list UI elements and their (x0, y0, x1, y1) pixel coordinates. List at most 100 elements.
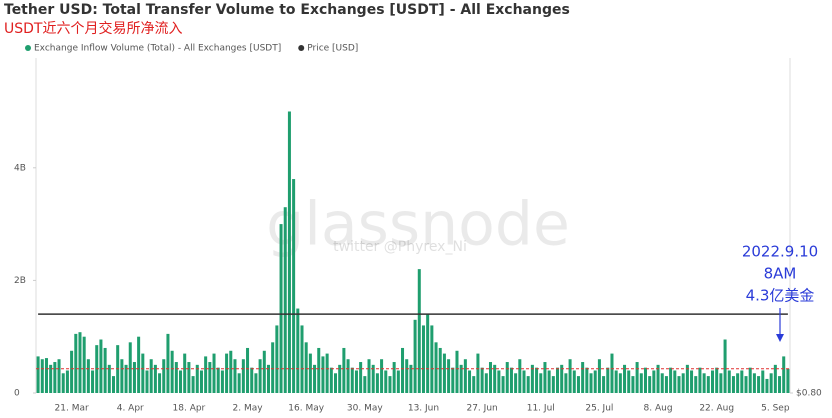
bar (338, 364, 342, 393)
bar (220, 370, 224, 393)
bar (107, 364, 111, 393)
bar (174, 362, 178, 393)
y-tick-label: 0 (14, 389, 20, 399)
bar (778, 376, 782, 393)
bar (70, 350, 74, 393)
x-tick-label: 30. May (347, 404, 383, 414)
bar (413, 319, 417, 393)
bar (78, 332, 82, 393)
bar (99, 339, 103, 393)
bar (476, 353, 480, 393)
bar (187, 362, 191, 393)
bar (719, 373, 723, 393)
bar (384, 370, 388, 393)
bar (426, 314, 430, 393)
bar (283, 207, 287, 393)
bar (216, 367, 220, 393)
bar (128, 342, 132, 393)
bar (371, 364, 375, 393)
bar (501, 376, 505, 393)
bar (333, 373, 338, 393)
bar (304, 342, 308, 393)
bar (564, 373, 568, 393)
bar (250, 367, 254, 393)
y-tick-label: 2B (14, 276, 26, 286)
bar (199, 370, 203, 393)
bar (195, 364, 199, 393)
bar (82, 336, 86, 393)
bar (673, 370, 677, 393)
x-tick-label: 18. Apr (173, 404, 206, 414)
legend-marker (298, 45, 305, 51)
bar (669, 367, 673, 393)
bar (170, 350, 174, 393)
bar (132, 362, 136, 393)
bar (631, 376, 635, 393)
bar (380, 359, 384, 393)
bar (593, 370, 597, 393)
bar (488, 362, 493, 393)
bar (648, 376, 652, 393)
bar (388, 376, 392, 393)
bar (614, 370, 618, 393)
bar (271, 342, 275, 393)
bar (292, 179, 296, 393)
bar (493, 364, 497, 393)
bar (610, 353, 614, 393)
bar (162, 359, 166, 393)
bar (74, 333, 78, 393)
bar (543, 362, 547, 393)
bar (191, 376, 195, 393)
bar (40, 359, 44, 393)
bar (409, 364, 413, 393)
bar (526, 376, 530, 393)
bar (660, 373, 664, 393)
bar (514, 373, 518, 393)
bar (727, 370, 731, 393)
bar (246, 347, 250, 393)
bar (279, 224, 283, 393)
bar (723, 339, 727, 393)
bar (36, 356, 40, 393)
annotation: 8AM (764, 265, 797, 283)
x-tick-label: 25. Jul (585, 404, 613, 414)
bar (233, 359, 237, 393)
bar (681, 373, 685, 393)
bar (710, 370, 715, 393)
bar (313, 364, 317, 393)
bar (623, 364, 627, 393)
bar (392, 362, 396, 393)
bar (635, 362, 639, 393)
bar (111, 376, 116, 393)
chart-subtitle: USDT近六个月交易所净流入 (4, 20, 182, 37)
bar (183, 353, 187, 393)
bar (229, 350, 233, 393)
x-tick-label: 13. Jun (408, 404, 439, 414)
bar (49, 364, 53, 393)
bar (480, 367, 484, 393)
bar (627, 370, 631, 393)
bar (690, 370, 694, 393)
bar (53, 362, 57, 393)
annotation: 4.3亿美金 (746, 287, 815, 305)
bar (65, 370, 69, 393)
bar (396, 370, 400, 393)
x-tick-label: 27. Jun (466, 404, 497, 414)
bar (329, 367, 333, 393)
bar (618, 373, 622, 393)
legend-marker (25, 45, 31, 51)
legend-label: Price [USD] (307, 44, 358, 54)
annotation-arrowhead (776, 334, 784, 342)
bar (120, 359, 124, 393)
bar (740, 370, 744, 393)
bar (44, 358, 48, 393)
bar (212, 353, 216, 393)
annotation: 2022.9.10 (742, 243, 818, 261)
watermark: glassnode (266, 190, 570, 260)
bar (497, 370, 501, 393)
bar (572, 370, 576, 393)
bar (715, 367, 719, 393)
bar (442, 353, 446, 393)
bar (702, 373, 706, 393)
